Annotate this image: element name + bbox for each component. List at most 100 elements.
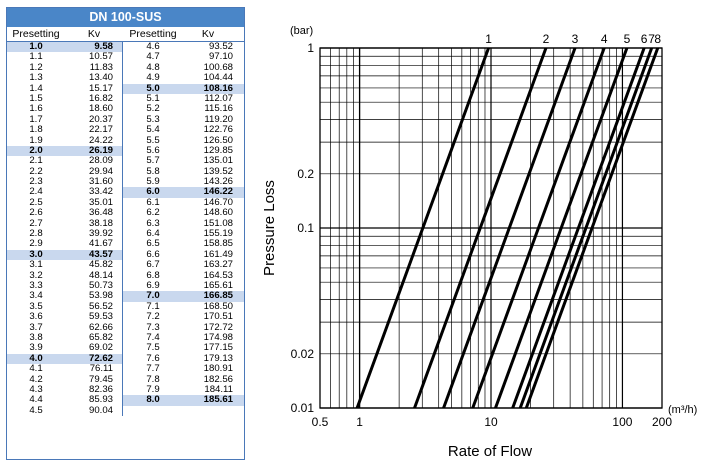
presetting-cell: 2.6 xyxy=(29,207,43,219)
table-row: 4.5 90.04 xyxy=(7,404,122,416)
series-label-2: 2 xyxy=(543,32,550,46)
series-label-3: 3 xyxy=(572,32,579,46)
table-row: 3.8 65.82 xyxy=(7,331,122,343)
kv-cell: 126.50 xyxy=(203,134,233,146)
presetting-cell: 2.9 xyxy=(29,238,43,250)
kv-cell: 185.61 xyxy=(203,394,233,406)
kv-cell: 9.58 xyxy=(94,41,113,52)
table-row: 5.1 112.07 xyxy=(123,92,244,104)
presetting-cell: 4.0 xyxy=(29,352,43,364)
kv-cell: 56.52 xyxy=(88,300,113,312)
kv-cell: 143.26 xyxy=(203,176,233,188)
x-axis-label: Rate of Flow xyxy=(448,443,532,460)
chart-labels: 1 2 3 4 5 6 7 8 0.5 1 10 100 200 0.01 0.02 0.1 0.2 1 xyxy=(291,32,673,429)
presetting-cell: 5.8 xyxy=(146,165,160,177)
table-row: 8.0 185.61 xyxy=(123,394,244,406)
kv-cell: 35.01 xyxy=(88,196,113,208)
kv-cell: 172.72 xyxy=(203,321,233,333)
y-tick-label: 0.01 xyxy=(291,401,315,415)
series-line-3 xyxy=(442,47,577,409)
kv-cell: 119.20 xyxy=(204,113,233,125)
kv-cell: 122.76 xyxy=(203,124,233,136)
kv-cell: 33.42 xyxy=(88,186,113,198)
presetting-cell: 5.3 xyxy=(146,113,160,125)
table-column-left: 1.0 9.58 1.1 10.57 1.2 11.83 1.3 13.40 1.4 15.17 1… xyxy=(7,41,123,417)
kv-cell: 79.45 xyxy=(88,373,113,385)
presetting-cell: 3.3 xyxy=(29,279,43,291)
table-row: 5.6 129.85 xyxy=(123,144,244,156)
presetting-cell: 3.2 xyxy=(29,269,43,281)
kv-cell: 108.16 xyxy=(203,82,233,94)
kv-cell: 65.82 xyxy=(88,331,113,343)
presetting-cell: 6.1 xyxy=(146,196,160,208)
header-presetting: Presetting xyxy=(129,28,177,40)
table-row: 2.7 38.18 xyxy=(7,218,122,229)
presetting-cell: 2.1 xyxy=(29,155,43,167)
kv-cell: 155.19 xyxy=(203,228,233,240)
presetting-cell: 2.4 xyxy=(29,186,43,198)
table-row: 1.6 18.60 xyxy=(7,103,122,115)
table-row: 4.8 100.68 xyxy=(123,61,244,73)
presetting-cell: 2.8 xyxy=(29,228,43,240)
table-row: 3.6 59.53 xyxy=(7,311,122,322)
y-tick-label: 0.1 xyxy=(297,221,314,235)
table-row: 6.3 151.08 xyxy=(123,218,244,229)
kv-cell: 48.14 xyxy=(88,269,113,281)
kv-cell: 18.60 xyxy=(88,103,113,115)
presetting-cell: 3.0 xyxy=(29,248,43,260)
table-row: 2.9 41.67 xyxy=(7,238,122,250)
table-row: 7.4 174.98 xyxy=(123,332,244,343)
table-row: 2.3 31.60 xyxy=(7,176,122,188)
series-label-5: 5 xyxy=(624,32,631,46)
kv-cell: 15.17 xyxy=(88,82,113,94)
kv-cell: 164.53 xyxy=(203,269,233,281)
kv-cell: 182.56 xyxy=(203,373,233,385)
table-row: 7.8 182.56 xyxy=(123,373,244,385)
y-tick-label: 0.02 xyxy=(291,347,315,361)
presetting-cell: 7.7 xyxy=(146,363,160,375)
kv-cell: 76.11 xyxy=(89,363,113,375)
kv-cell: 135.01 xyxy=(203,155,233,167)
table-row: 6.1 146.70 xyxy=(123,196,244,208)
presetting-cell: 6.4 xyxy=(146,228,160,240)
table-row: 1.0 9.58 xyxy=(7,41,122,53)
table-row: 4.9 104.44 xyxy=(123,72,244,83)
table-row: 6.0 146.22 xyxy=(123,187,244,198)
table-row: 2.6 36.48 xyxy=(7,207,122,219)
presetting-cell: 4.7 xyxy=(146,51,160,63)
table-row: 4.7 97.10 xyxy=(123,51,244,63)
series-label-6: 6 xyxy=(641,32,648,46)
kv-cell: 129.85 xyxy=(203,144,233,156)
presetting-cell: 4.3 xyxy=(29,383,43,395)
presetting-cell: 2.3 xyxy=(29,176,43,188)
presetting-cell: 5.4 xyxy=(146,124,160,136)
presetting-cell: 6.5 xyxy=(146,238,160,250)
presetting-cell: 7.9 xyxy=(146,383,160,395)
kv-cell: 50.73 xyxy=(88,279,113,291)
presetting-cell: 1.7 xyxy=(29,113,43,125)
series-label-8: 8 xyxy=(654,32,661,46)
table-row: 2.2 29.94 xyxy=(7,166,122,177)
kv-cell: 100.68 xyxy=(203,61,233,73)
kv-cell: 184.11 xyxy=(204,383,233,395)
presetting-cell: 7.1 xyxy=(146,300,160,312)
table-row: 7.1 168.50 xyxy=(123,300,244,312)
kv-cell: 26.19 xyxy=(88,144,113,156)
kv-cell: 112.07 xyxy=(204,92,233,104)
table-row: 7.3 172.72 xyxy=(123,321,244,333)
kv-table: DN 100-SUS Presetting Kv Presetting Kv 1… xyxy=(6,7,245,460)
table-row: 1.4 15.17 xyxy=(7,82,122,94)
kv-cell: 20.37 xyxy=(88,113,113,125)
presetting-cell: 5.9 xyxy=(146,176,160,188)
table-row: 5.9 143.26 xyxy=(123,176,244,188)
table-row: 6.5 158.85 xyxy=(123,238,244,250)
series-label-1: 1 xyxy=(485,32,492,46)
kv-cell: 179.13 xyxy=(203,352,233,364)
table-row: 2.5 35.01 xyxy=(7,196,122,208)
table-column-right: 4.6 93.52 4.7 97.10 4.8 100.68 4.9 104.44 5.0 108… xyxy=(123,41,244,416)
presetting-cell: 4.5 xyxy=(29,404,43,416)
table-row: 1.8 22.17 xyxy=(7,124,122,135)
presetting-cell: 1.4 xyxy=(29,82,43,94)
presetting-cell: 4.8 xyxy=(146,61,160,73)
table-row: 7.7 180.91 xyxy=(123,363,244,375)
